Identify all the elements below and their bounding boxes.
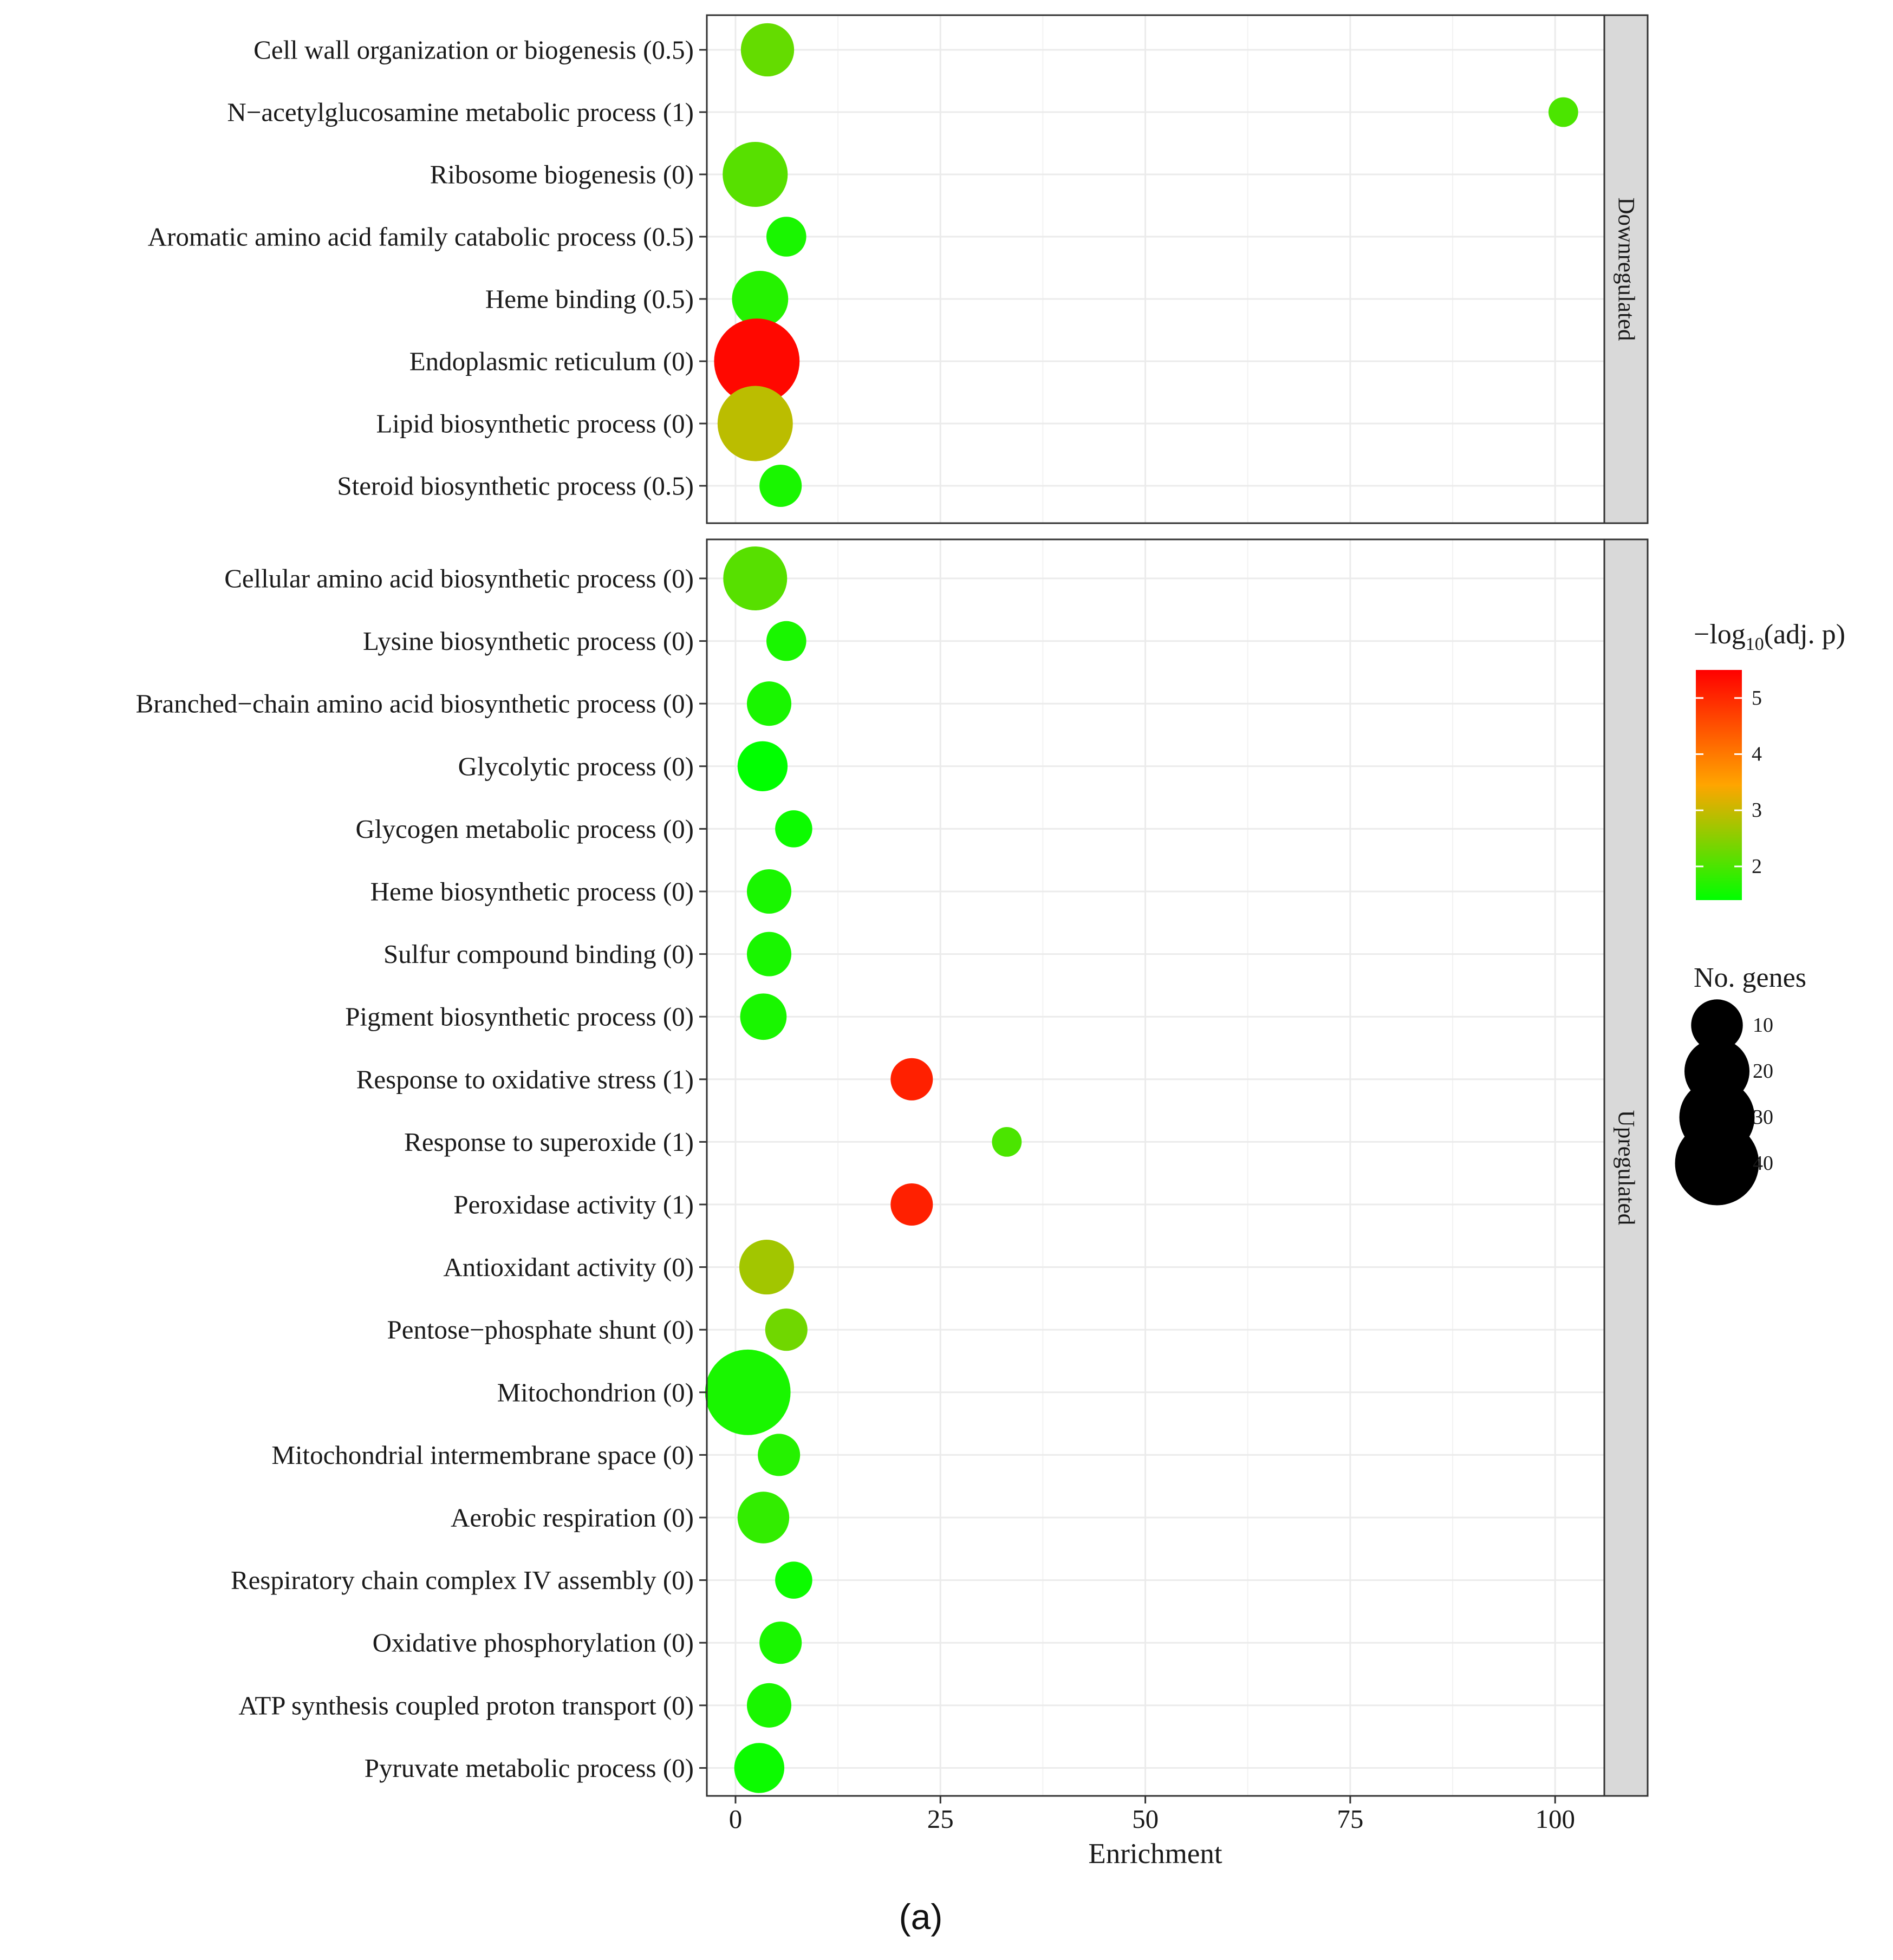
point-up-7 [740,993,787,1040]
strip-downregulated [1603,14,1649,524]
category-label-up-17: Oxidative phosphorylation (0) [373,1628,694,1658]
x-axis-title: Enrichment [1088,1838,1222,1870]
point-up-13 [705,1349,791,1435]
point-down-0 [740,23,795,77]
category-label-up-7: Pigment biosynthetic process (0) [345,1002,694,1032]
size-key-label-30: 30 [1753,1106,1773,1129]
point-down-1 [1548,97,1578,127]
color-legend-title: −log10(adj. p) [1694,619,1845,654]
point-up-1 [766,621,806,661]
panel-upregulated-grid [707,539,1604,1796]
size-legend: No. genes 10 20 30 40 [1675,962,1806,1206]
colorbar-tick-label-5: 5 [1752,687,1762,709]
point-up-3 [737,741,788,792]
panel-upregulated: Upregulated Cellular amino acid biosynth… [136,538,1649,1797]
category-label-up-11: Antioxidant activity (0) [443,1252,694,1282]
point-up-9 [992,1127,1022,1157]
panel-downregulated: Downregulated Cell wall organization or … [148,14,1649,524]
color-legend-ticks: 2 3 4 5 [1696,687,1762,878]
category-label-down-0: Cell wall organization or biogenesis (0.… [253,35,694,65]
colorbar-tick-label-3: 3 [1752,799,1762,822]
size-key-label-20: 20 [1753,1060,1773,1083]
panel-upregulated-category-labels: Cellular amino acid biosynthetic process… [136,564,707,1783]
point-up-2 [746,681,792,726]
point-up-14 [758,1434,801,1476]
category-label-up-16: Respiratory chain complex IV assembly (0… [231,1565,694,1595]
size-legend-title: No. genes [1694,962,1806,993]
point-up-19 [734,1743,785,1793]
point-up-17 [759,1622,802,1664]
category-label-up-10: Peroxidase activity (1) [453,1190,694,1220]
panel-downregulated-grid [707,15,1604,523]
point-up-15 [737,1492,790,1544]
category-label-up-15: Aerobic respiration (0) [451,1503,694,1533]
category-label-down-2: Ribosome biogenesis (0) [430,160,694,190]
color-legend: −log10(adj. p) 2 3 4 5 [1694,619,1845,900]
category-label-up-12: Pentose−phosphate shunt (0) [387,1315,694,1345]
point-down-2 [723,141,788,207]
point-up-11 [739,1240,795,1295]
color-legend-title-prefix: −log [1694,619,1746,650]
category-label-down-3: Aromatic amino acid family catabolic pro… [148,222,694,252]
point-up-18 [746,1683,792,1728]
panel-downregulated-category-labels: Cell wall organization or biogenesis (0.… [148,35,707,501]
size-key-40 [1675,1121,1759,1206]
panel-upregulated-background [707,539,1604,1796]
category-label-down-1: N−acetylglucosamine metabolic process (1… [227,97,694,127]
panel-downregulated-points [714,23,1578,507]
color-legend-bar [1696,670,1742,900]
point-up-10 [890,1183,933,1226]
category-label-up-3: Glycolytic process (0) [458,751,694,781]
size-legend-keys: 10 20 30 40 [1675,999,1773,1206]
color-legend-title-subscript: 10 [1746,634,1764,654]
category-label-up-14: Mitochondrial intermembrane space (0) [271,1440,694,1470]
x-tick-label-0: 0 [729,1804,743,1834]
category-label-down-7: Steroid biosynthetic process (0.5) [337,471,694,501]
point-up-5 [746,869,792,914]
category-label-up-4: Glycogen metabolic process (0) [355,814,694,844]
size-key-label-40: 40 [1753,1152,1773,1175]
point-up-0 [723,546,788,610]
point-down-7 [759,464,802,507]
category-label-up-0: Cellular amino acid biosynthetic process… [224,564,694,594]
category-label-down-4: Heme binding (0.5) [485,284,694,314]
category-label-up-9: Response to superoxide (1) [404,1127,694,1157]
x-tick-label-75: 75 [1337,1804,1363,1834]
category-label-up-18: ATP synthesis coupled proton transport (… [238,1690,694,1720]
point-down-3 [766,217,806,257]
size-key-label-10: 10 [1753,1014,1773,1037]
point-up-4 [775,810,812,848]
category-label-up-13: Mitochondrion (0) [497,1377,694,1407]
category-label-down-5: Endoplasmic reticulum (0) [409,347,694,376]
category-label-up-19: Pyruvate metabolic process (0) [365,1753,694,1783]
category-label-up-8: Response to oxidative stress (1) [356,1064,694,1094]
category-label-up-5: Heme biosynthetic process (0) [370,877,694,907]
point-up-8 [890,1058,933,1101]
category-label-up-6: Sulfur compound binding (0) [383,939,694,969]
strip-upregulated-label: Upregulated [1614,1110,1639,1226]
panel-upregulated-points [705,546,1022,1793]
category-label-down-6: Lipid biosynthetic process (0) [376,409,694,439]
panel-caption: (a) [899,1897,943,1937]
point-down-5 [714,318,800,404]
point-down-4 [732,271,789,327]
category-label-up-2: Branched−chain amino acid biosynthetic p… [136,689,694,719]
point-up-16 [775,1561,812,1599]
x-tick-label-25: 25 [927,1804,954,1834]
point-up-6 [746,932,792,976]
point-up-12 [765,1308,808,1351]
strip-downregulated-label: Downregulated [1614,197,1639,341]
panel-downregulated-background [707,15,1604,523]
colorbar-tick-label-2: 2 [1752,855,1762,878]
x-tick-label-50: 50 [1132,1804,1159,1834]
strip-upregulated [1603,538,1649,1797]
x-axis: 0 25 50 75 100 [729,1796,1575,1834]
x-tick-label-100: 100 [1535,1804,1575,1834]
point-down-6 [717,386,793,461]
colorbar-tick-label-4: 4 [1752,743,1762,765]
color-legend-title-suffix: (adj. p) [1764,619,1845,650]
size-key-10 [1691,999,1743,1051]
category-label-up-1: Lysine biosynthetic process (0) [363,626,694,656]
